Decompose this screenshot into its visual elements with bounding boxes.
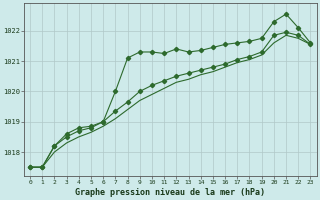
X-axis label: Graphe pression niveau de la mer (hPa): Graphe pression niveau de la mer (hPa) [75, 188, 265, 197]
